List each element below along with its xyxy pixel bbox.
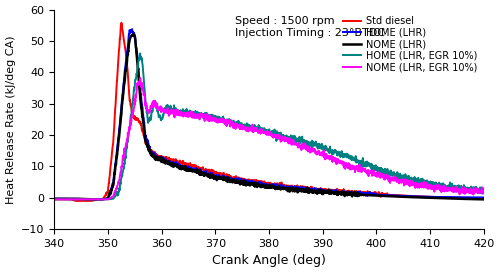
NOME (LHR, EGR 10%) — [272, 135, 278, 138]
NOME (LHR, EGR 10%) — [481, 189, 487, 193]
NOME (LHR) — [272, 186, 278, 189]
HOME (LHR) — [128, 29, 134, 32]
NOME (LHR, EGR 10%) — [51, 198, 57, 201]
Std diesel — [60, 198, 66, 201]
HOME (LHR) — [246, 180, 252, 183]
Y-axis label: Heat Release Rate (kJ/deg CA): Heat Release Rate (kJ/deg CA) — [6, 35, 16, 204]
HOME (LHR, EGR 10%) — [137, 52, 143, 55]
Legend: Std diesel, HOME (LHR), NOME (LHR), HOME (LHR, EGR 10%), NOME (LHR, EGR 10%): Std diesel, HOME (LHR), NOME (LHR), HOME… — [342, 14, 479, 74]
NOME (LHR) — [481, 198, 487, 201]
Line: NOME (LHR): NOME (LHR) — [54, 34, 484, 199]
Std diesel — [272, 183, 278, 186]
HOME (LHR, EGR 10%) — [246, 124, 252, 128]
Std diesel — [72, 199, 78, 203]
HOME (LHR) — [481, 196, 487, 199]
X-axis label: Crank Angle (deg): Crank Angle (deg) — [212, 254, 326, 268]
HOME (LHR, EGR 10%) — [128, 115, 134, 118]
NOME (LHR) — [348, 192, 354, 196]
NOME (LHR) — [60, 197, 66, 200]
NOME (LHR, EGR 10%) — [348, 165, 354, 168]
NOME (LHR, EGR 10%) — [60, 198, 66, 201]
HOME (LHR) — [454, 195, 460, 199]
NOME (LHR, EGR 10%) — [128, 118, 134, 121]
HOME (LHR, EGR 10%) — [348, 157, 354, 160]
HOME (LHR) — [272, 186, 278, 189]
NOME (LHR, EGR 10%) — [454, 187, 460, 190]
Std diesel — [481, 197, 487, 200]
Line: HOME (LHR, EGR 10%): HOME (LHR, EGR 10%) — [54, 54, 484, 199]
Std diesel — [454, 196, 460, 199]
NOME (LHR, EGR 10%) — [137, 76, 143, 79]
HOME (LHR, EGR 10%) — [272, 131, 278, 134]
HOME (LHR, EGR 10%) — [51, 198, 57, 201]
NOME (LHR) — [128, 35, 134, 38]
NOME (LHR) — [130, 32, 136, 35]
Std diesel — [246, 178, 252, 181]
Line: NOME (LHR, EGR 10%): NOME (LHR, EGR 10%) — [54, 78, 484, 199]
Std diesel — [51, 198, 57, 201]
HOME (LHR, EGR 10%) — [481, 188, 487, 191]
Std diesel — [348, 192, 354, 195]
Line: Std diesel: Std diesel — [54, 23, 484, 201]
NOME (LHR) — [454, 197, 460, 200]
NOME (LHR) — [246, 182, 252, 185]
HOME (LHR) — [51, 197, 57, 200]
Text: Speed : 1500 rpm
Injection Timing : 23°BTDC: Speed : 1500 rpm Injection Timing : 23°B… — [234, 16, 384, 38]
Std diesel — [128, 109, 134, 112]
HOME (LHR) — [89, 198, 95, 201]
NOME (LHR, EGR 10%) — [246, 127, 252, 131]
NOME (LHR) — [51, 197, 57, 200]
HOME (LHR, EGR 10%) — [60, 198, 66, 201]
Line: HOME (LHR): HOME (LHR) — [54, 29, 484, 199]
Std diesel — [118, 21, 124, 24]
HOME (LHR, EGR 10%) — [454, 186, 460, 190]
HOME (LHR) — [348, 191, 354, 195]
HOME (LHR) — [129, 27, 135, 31]
NOME (LHR) — [89, 198, 95, 201]
HOME (LHR) — [60, 197, 66, 200]
